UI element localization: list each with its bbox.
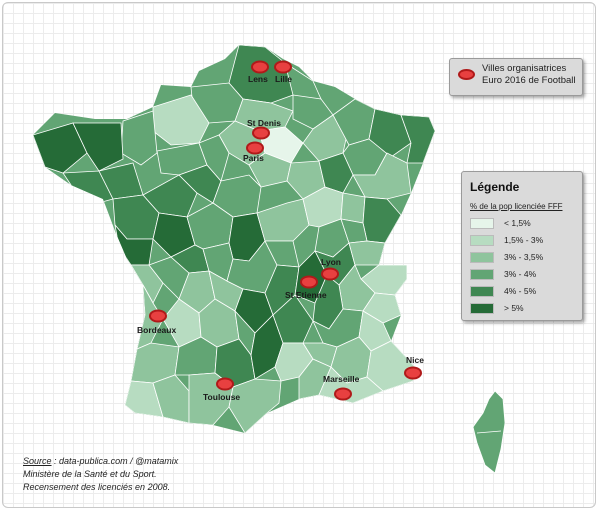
legend-row: 1,5% - 3% bbox=[470, 235, 578, 247]
city-label-toulouse: Toulouse bbox=[203, 392, 240, 402]
legend-row: 4% - 5% bbox=[470, 286, 578, 298]
city-label-nice: Nice bbox=[406, 355, 424, 365]
city-marker-st-denis[interactable] bbox=[252, 126, 270, 140]
legend-swatch bbox=[470, 218, 494, 229]
legend-row: 3% - 3,5% bbox=[470, 252, 578, 264]
legend-label: 3% - 3,5% bbox=[504, 252, 544, 262]
city-marker-st-etienne[interactable] bbox=[300, 275, 318, 289]
city-marker-lyon[interactable] bbox=[321, 267, 339, 281]
city-marker-lille[interactable] bbox=[274, 60, 292, 74]
city-label-st-denis: St Denis bbox=[247, 118, 281, 128]
city-label-lyon: Lyon bbox=[321, 257, 341, 267]
source-line3: Recensement des licenciés en 2008. bbox=[23, 482, 171, 492]
city-marker-nice[interactable] bbox=[404, 366, 422, 380]
city-label-bordeaux: Bordeaux bbox=[137, 325, 176, 335]
legend-subtitle: % de la pop licenciée FFF bbox=[470, 202, 563, 211]
legend-row: < 1,5% bbox=[470, 218, 578, 230]
host-legend-line1: Villes organisatrices bbox=[482, 63, 567, 74]
city-labels: Lens Lille St Denis Paris Lyon St Etienn… bbox=[137, 74, 424, 402]
source-label: Source bbox=[23, 456, 52, 466]
france-choropleth-map: Lens Lille St Denis Paris Lyon St Etienn… bbox=[33, 45, 506, 474]
department-regions bbox=[33, 45, 435, 433]
city-marker-toulouse[interactable] bbox=[216, 377, 234, 391]
legend-label: 4% - 5% bbox=[504, 286, 537, 296]
legend-label: < 1,5% bbox=[504, 218, 531, 228]
host-city-marker-icon bbox=[458, 69, 475, 80]
city-label-marseille: Marseille bbox=[323, 374, 360, 384]
legend-swatch bbox=[470, 286, 494, 297]
city-marker-paris[interactable] bbox=[246, 141, 264, 155]
host-legend-text: Villes organisatrices Euro 2016 de Footb… bbox=[482, 63, 575, 87]
legend-label: 1,5% - 3% bbox=[504, 235, 544, 245]
host-legend-line2: Euro 2016 de Football bbox=[482, 75, 576, 86]
city-label-lille: Lille bbox=[275, 74, 292, 84]
host-city-markers bbox=[149, 60, 422, 401]
color-legend: Légende % de la pop licenciée FFF < 1,5%… bbox=[461, 171, 583, 321]
source-line2: Ministère de la Santé et du Sport. bbox=[23, 469, 157, 479]
city-marker-lens[interactable] bbox=[251, 60, 269, 74]
legend-swatch bbox=[470, 235, 494, 246]
source-text: : data-publica.com / @matamix bbox=[51, 456, 179, 466]
legend-label: 3% - 4% bbox=[504, 269, 537, 279]
legend-title: Légende bbox=[470, 180, 520, 194]
legend-row: > 5% bbox=[470, 303, 578, 315]
legend-swatch bbox=[470, 303, 494, 314]
source-note: Source : data-publica.com / @matamix Min… bbox=[23, 455, 178, 494]
city-label-st-etienne: St Etienne bbox=[285, 290, 327, 300]
city-label-paris: Paris bbox=[243, 153, 264, 163]
legend-swatch bbox=[470, 269, 494, 280]
host-cities-legend: Villes organisatrices Euro 2016 de Footb… bbox=[449, 58, 583, 96]
legend-swatch bbox=[470, 252, 494, 263]
city-marker-marseille[interactable] bbox=[334, 387, 352, 401]
legend-label: > 5% bbox=[504, 303, 524, 313]
legend-row: 3% - 4% bbox=[470, 269, 578, 281]
city-marker-bordeaux[interactable] bbox=[149, 309, 167, 323]
city-label-lens: Lens bbox=[248, 74, 268, 84]
